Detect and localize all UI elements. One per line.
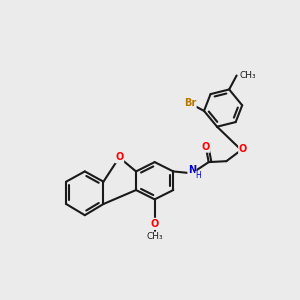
Text: O: O bbox=[115, 152, 123, 163]
Text: H: H bbox=[196, 171, 201, 180]
Text: N: N bbox=[188, 165, 196, 175]
Text: O: O bbox=[202, 142, 210, 152]
Text: CH₃: CH₃ bbox=[146, 232, 163, 241]
Text: O: O bbox=[238, 143, 247, 154]
Text: CH₃: CH₃ bbox=[240, 71, 256, 80]
Text: O: O bbox=[151, 220, 159, 230]
Text: Br: Br bbox=[184, 98, 196, 108]
